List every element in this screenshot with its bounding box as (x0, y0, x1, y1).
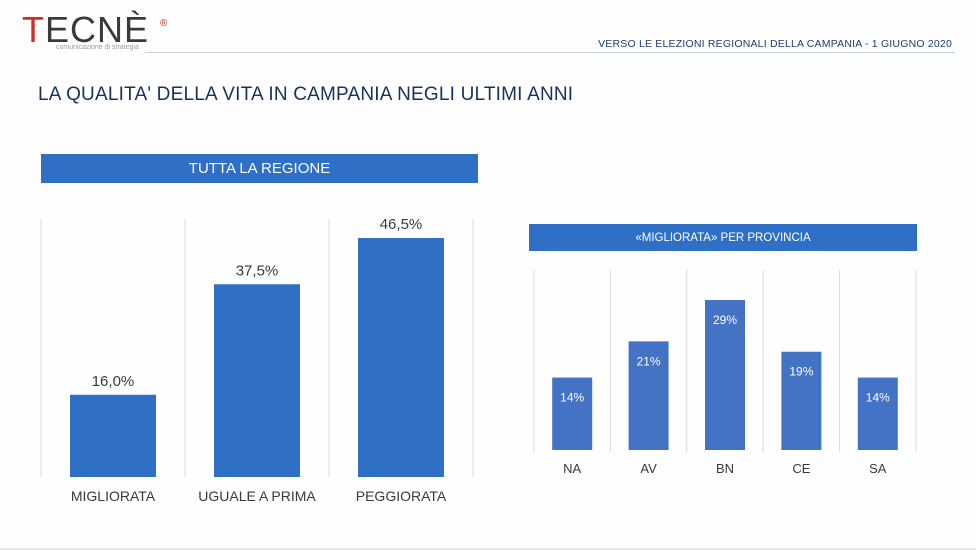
category-label: AV (640, 461, 657, 476)
tecne-logo: TECNÈ ® comunicazione di strategia (22, 9, 167, 54)
category-label: MIGLIORATA (71, 488, 156, 504)
bar-na (552, 377, 593, 450)
data-label: 19% (789, 365, 813, 379)
data-label: 14% (560, 391, 584, 405)
category-label: SA (869, 461, 887, 476)
data-label: 16,0% (92, 373, 135, 390)
bar-migliorata (70, 394, 156, 477)
bar-peggiorata (358, 238, 444, 477)
right-panel-banner: «MIGLIORATA» PER PROVINCIA (529, 224, 917, 251)
bar-sa (857, 377, 898, 450)
category-label: UGUALE A PRIMA (198, 488, 316, 504)
header-caption: VERSO LE ELEZIONI REGIONALI DELLA CAMPAN… (598, 38, 952, 50)
data-label: 21% (637, 354, 661, 368)
bar-av (628, 341, 669, 450)
category-label: BN (716, 461, 734, 476)
category-label: PEGGIORATA (356, 488, 447, 504)
logo-tagline: comunicazione di strategia (56, 44, 139, 51)
data-label: 14% (866, 391, 890, 405)
category-label: NA (563, 461, 581, 476)
header-divider (145, 52, 955, 53)
data-label: 37,5% (236, 262, 279, 279)
slide-bottom-edge (0, 548, 976, 550)
bar-bn (705, 300, 745, 450)
bar-ce (781, 351, 822, 450)
registered-mark: ® (160, 18, 168, 29)
data-label: 46,5% (380, 216, 423, 233)
bar-uguale-a-prima (214, 284, 300, 477)
slide-title: LA QUALITA' DELLA VITA IN CAMPANIA NEGLI… (38, 84, 574, 105)
category-label: CE (792, 461, 810, 476)
data-label: 29% (713, 313, 737, 327)
logo-wordmark: TECNÈ (22, 9, 150, 50)
left-panel-banner: TUTTA LA REGIONE (41, 154, 478, 183)
